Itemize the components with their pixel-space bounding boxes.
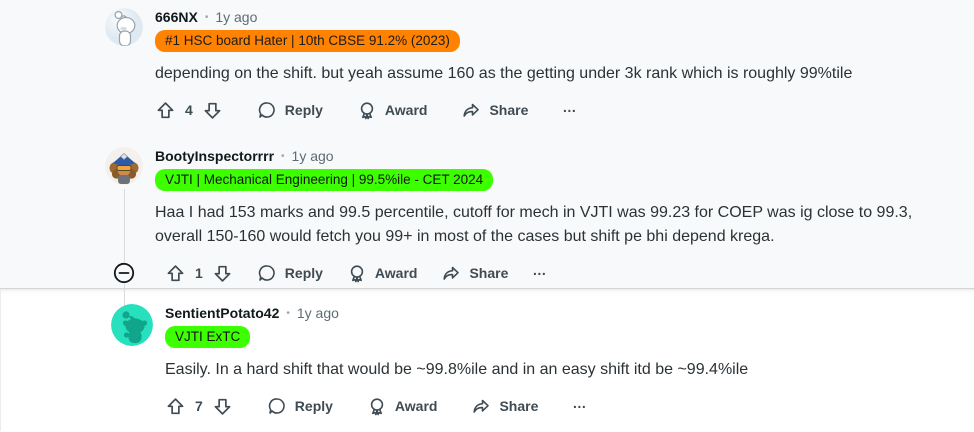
reply-button[interactable]: Reply [257,100,323,120]
collapse-thread-button[interactable] [113,262,135,284]
upvote-button[interactable] [155,100,176,121]
more-options-button[interactable]: … [572,395,589,411]
more-options-button[interactable]: … [562,99,579,115]
separator-dot: • [204,11,209,23]
avatar[interactable] [105,147,143,185]
comment: BootyInspectorrrr • 1y ago VJTI | Mechan… [105,147,960,306]
downvote-button[interactable] [202,100,223,121]
comment: SentientPotato42 • 1y ago VJTI ExTC Easi… [111,304,960,417]
comment-action-bar: 1 Reply Award Share … [105,262,960,284]
award-label: Award [374,265,418,281]
share-label: Share [489,102,529,118]
username[interactable]: SentientPotato42 [165,305,280,321]
share-label: Share [469,265,509,281]
comment-content: 666NX • 1y ago #1 HSC board Hater | 10th… [155,8,960,121]
reply-label: Reply [284,265,323,281]
username[interactable]: 666NX [155,9,198,25]
cop-snoo-avatar-icon [105,147,143,185]
avatar[interactable] [105,8,143,46]
separator-dot: • [286,307,290,319]
comment-header: BootyInspectorrrr • 1y ago [155,148,960,164]
share-arrow-icon [473,399,490,413]
thread-line [124,189,125,306]
downvote-button[interactable] [212,263,233,284]
vote-group: 7 [165,396,233,417]
comment-header: SentientPotato42 • 1y ago [165,305,960,321]
share-arrow-icon [443,266,460,280]
award-button[interactable]: Award [367,396,438,416]
speech-bubble-icon [258,102,275,118]
share-arrow-icon [463,103,480,117]
share-button[interactable]: Share [441,263,508,283]
timestamp: 1y ago [215,9,258,25]
reply-button[interactable]: Reply [267,396,333,416]
speech-bubble-icon [268,398,285,414]
comment-thread-bottom-section: SentientPotato42 • 1y ago VJTI ExTC Easi… [0,289,974,431]
username[interactable]: BootyInspectorrrr [155,148,275,164]
upvote-button[interactable] [165,263,186,284]
vote-count: 7 [195,398,203,414]
comment-body-text: Haa I had 153 marks and 99.5 percentile,… [155,204,913,245]
share-button[interactable]: Share [471,396,538,416]
award-medal-icon [370,398,384,416]
comment-content: SentientPotato42 • 1y ago VJTI ExTC Easi… [165,304,960,417]
reply-label: Reply [294,398,333,414]
vote-group: 1 [165,263,233,284]
timestamp: 1y ago [296,305,339,321]
vote-count: 1 [195,265,203,281]
reply-label: Reply [284,102,323,118]
comment-body-text: Easily. In a hard shift that would be ~9… [165,361,749,378]
downvote-button[interactable] [212,396,233,417]
award-button[interactable]: Award [357,100,428,120]
award-medal-icon [350,265,364,283]
comment-body-text: depending on the shift. but yeah assume … [155,65,853,82]
comment-content: BootyInspectorrrr • 1y ago VJTI | Mechan… [113,147,960,284]
vote-group: 4 [155,100,223,121]
share-button[interactable]: Share [461,100,528,120]
reply-button[interactable]: Reply [257,263,323,283]
more-options-button[interactable]: … [532,262,549,278]
award-label: Award [384,102,428,118]
comment-action-bar: 7 Reply Award Share … [165,395,960,417]
user-flair-badge: VJTI | Mechanical Engineering | 99.5%ile… [155,169,494,191]
comment-thread-top-section: 666NX • 1y ago #1 HSC board Hater | 10th… [0,8,974,306]
vote-count: 4 [185,102,193,118]
speech-bubble-icon [258,265,275,281]
avatar[interactable] [111,304,153,346]
white-snoo-avatar-icon [105,8,143,46]
teal-snoo-avatar-icon [111,304,153,346]
comment: 666NX • 1y ago #1 HSC board Hater | 10th… [105,8,960,121]
timestamp: 1y ago [291,148,334,164]
award-medal-icon [360,102,374,120]
comment-header: 666NX • 1y ago [155,9,960,25]
user-flair-badge: VJTI ExTC [165,326,251,348]
upvote-button[interactable] [165,396,186,417]
award-button[interactable]: Award [347,263,418,283]
separator-dot: • [281,150,285,162]
award-label: Award [394,398,438,414]
minus-circle-icon [113,262,135,284]
user-flair-badge: #1 HSC board Hater | 10th CBSE 91.2% (20… [155,30,460,52]
share-label: Share [499,398,539,414]
comment-action-bar: 4 Reply Award Share … [155,99,960,121]
